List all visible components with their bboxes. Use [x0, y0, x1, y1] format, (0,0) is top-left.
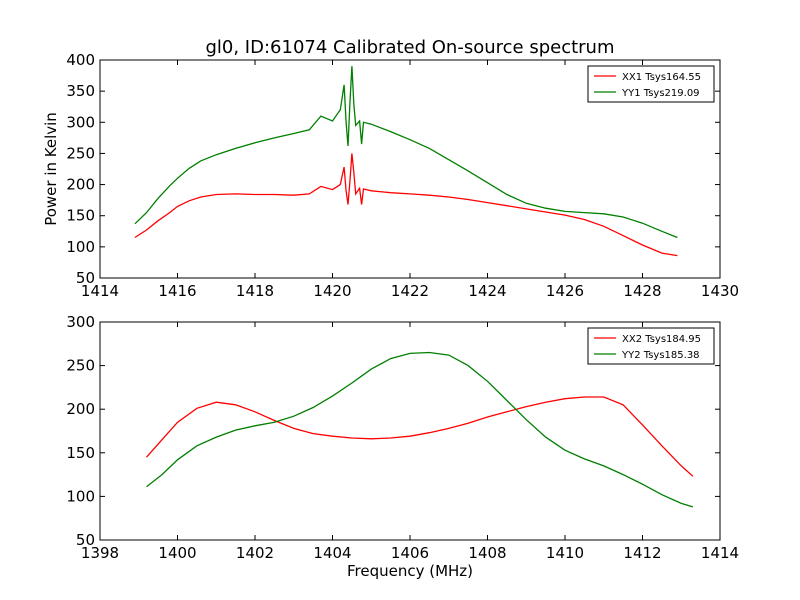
top-series-line-1 [134, 153, 678, 257]
top-legend-label-2: YY1 Tsys219.09 [621, 88, 700, 99]
top-legend [587, 65, 715, 103]
bottom-y-tick-label: 150 [66, 444, 95, 462]
bottom-panel: 1398 1400 1402 1404 1406 1408 1410 1412 1414 50 10… [66, 313, 739, 562]
bottom-x-tick-label: 1408 [468, 544, 506, 562]
top-x-tick-label: 1428 [623, 282, 661, 300]
bottom-x-tick-label: 1398 [81, 544, 119, 562]
bottom-series-line-1 [146, 396, 694, 477]
top-x-tick-label: 1420 [313, 282, 351, 300]
bottom-y-tick-label: 200 [66, 400, 95, 418]
top-y-tick-label: 200 [66, 176, 95, 194]
top-x-tick-label: 1422 [391, 282, 429, 300]
top-y-tick-label: 400 [66, 51, 95, 69]
bottom-series-line-2 [146, 351, 694, 508]
bottom-legend [587, 327, 715, 365]
bottom-legend-label-2: YY2 Tsys185.38 [621, 350, 700, 361]
top-y-tick-label: 50 [76, 269, 95, 287]
bottom-x-tick-label: 1410 [546, 544, 584, 562]
chart-title: gl0, ID:61074 Calibrated On-source spect… [205, 37, 614, 58]
bottom-x-tick-label: 1412 [623, 544, 661, 562]
bottom-y-tick-label: 250 [66, 357, 95, 375]
x-axis-label: Frequency (MHz) [347, 562, 473, 580]
top-panel: 1414 1416 1418 1420 1422 1424 1426 1428 1430 50 10… [66, 51, 739, 300]
top-y-tick-label: 250 [66, 144, 95, 162]
top-x-tick-label: 1414 [81, 282, 119, 300]
bottom-x-tick-label: 1406 [391, 544, 429, 562]
bottom-x-tick-label: 1414 [701, 544, 739, 562]
top-y-tick-label: 350 [66, 82, 95, 100]
top-x-tick-label: 1424 [468, 282, 506, 300]
bottom-y-tick-label: 300 [66, 313, 95, 331]
bottom-y-tick-label: 100 [66, 487, 95, 505]
top-series-line-2 [134, 66, 678, 239]
top-x-tick-label: 1418 [236, 282, 274, 300]
top-legend-label-1: XX1 Tsys164.55 [622, 72, 701, 83]
bottom-x-tick-label: 1404 [313, 544, 351, 562]
top-y-tick-label: 300 [66, 113, 95, 131]
top-x-tick-label: 1430 [701, 282, 739, 300]
bottom-legend-label-1: XX2 Tsys184.95 [622, 334, 701, 345]
top-y-tick-label: 100 [66, 238, 95, 256]
top-x-tick-label: 1426 [546, 282, 584, 300]
top-y-tick-label: 150 [66, 207, 95, 225]
bottom-y-tick-label: 50 [76, 531, 95, 549]
y-axis-label: Power in Kelvin [42, 112, 60, 226]
bottom-x-tick-label: 1400 [158, 544, 196, 562]
top-x-tick-label: 1416 [158, 282, 196, 300]
bottom-x-tick-label: 1402 [236, 544, 274, 562]
